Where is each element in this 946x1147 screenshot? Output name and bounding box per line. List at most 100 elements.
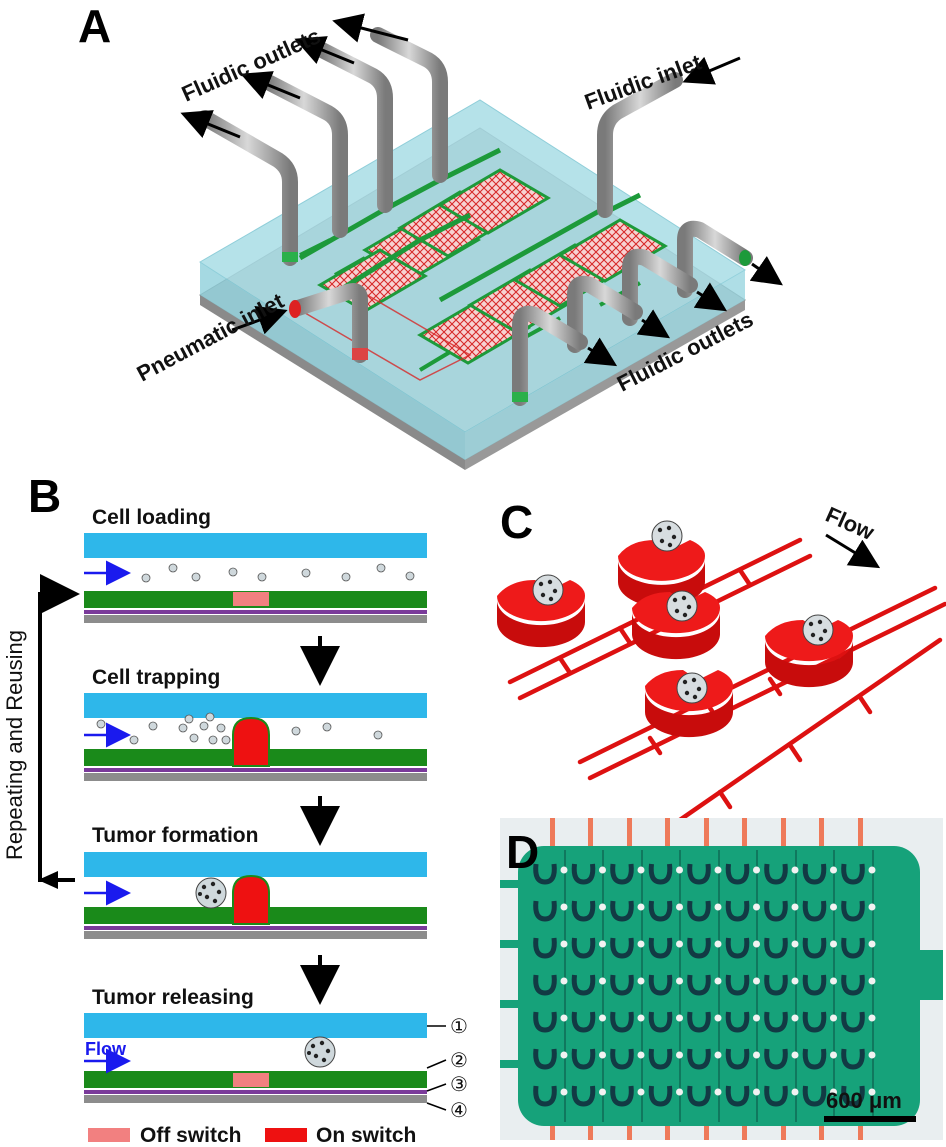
micro-trap	[533, 974, 557, 996]
micro-dot	[676, 866, 683, 874]
micro-dot	[791, 1051, 799, 1059]
micro-trap	[648, 1085, 673, 1107]
micro-trap	[802, 1085, 827, 1107]
micro-trap	[687, 900, 711, 922]
micro-dot	[637, 1051, 645, 1059]
micro-dot	[560, 1014, 568, 1022]
layer-callouts: ① ② ③ ④	[426, 1014, 468, 1122]
outlet-arrow	[693, 282, 728, 312]
pneumatic-arrow	[231, 306, 288, 335]
layer-number-3: ③	[450, 1072, 468, 1096]
micro-trap	[764, 1048, 788, 1070]
micro-trap	[725, 1048, 750, 1070]
step-title: Cell trapping	[92, 666, 220, 689]
micro-dot	[830, 866, 837, 874]
micro-dot	[637, 1088, 645, 1096]
trap	[645, 670, 734, 738]
micro-trap	[648, 863, 673, 885]
layer-number-4: ④	[450, 1098, 468, 1122]
micro-dot	[714, 940, 722, 948]
micro-trap	[687, 937, 711, 959]
micro-dot	[560, 977, 568, 985]
inlet-arrow	[682, 56, 741, 85]
trap	[765, 614, 854, 688]
micro-dot	[637, 977, 645, 985]
micro-trap	[610, 863, 634, 885]
legend-swatch-on	[265, 1128, 307, 1142]
micro-trap	[764, 937, 788, 959]
micro-trap	[571, 974, 596, 996]
micro-trap	[725, 937, 750, 959]
micro-trap	[610, 1085, 634, 1107]
outlet-arrow	[583, 337, 618, 367]
legend-off-label: Off switch	[140, 1124, 242, 1147]
micro-trap	[764, 974, 788, 996]
micro-trap	[571, 900, 596, 922]
micro-trap	[533, 1048, 557, 1070]
scale-bar-label: 600 μm	[826, 1088, 902, 1113]
micro-dot	[599, 940, 606, 948]
step-cell-loading: Cell loading	[84, 506, 427, 623]
panel-label-d: D	[506, 826, 539, 878]
micro-dot	[676, 940, 683, 948]
micro-dot	[676, 1051, 683, 1059]
repeat-loop-arrow	[38, 574, 80, 889]
micro-trap	[725, 863, 750, 885]
micro-dot	[830, 903, 837, 911]
micro-dot	[868, 940, 876, 948]
micro-trap	[610, 1011, 634, 1033]
micro-trap	[687, 1048, 711, 1070]
micro-dot	[791, 1014, 799, 1022]
micro-dot	[868, 977, 876, 985]
trap	[497, 574, 586, 648]
micro-dot	[560, 940, 568, 948]
micro-trap	[610, 937, 634, 959]
micro-trap	[802, 1048, 827, 1070]
micro-dot	[637, 903, 645, 911]
micro-dot	[599, 977, 606, 985]
micro-dot	[714, 1051, 722, 1059]
micro-dot	[676, 1014, 683, 1022]
micro-dot	[637, 866, 645, 874]
legend-on-label: On switch	[316, 1124, 416, 1147]
micro-dot	[560, 866, 568, 874]
micro-dot	[753, 903, 760, 911]
scale-bar	[824, 1116, 916, 1122]
micro-dot	[560, 1088, 568, 1096]
micro-trap	[802, 863, 827, 885]
micro-trap	[725, 1085, 750, 1107]
step-tumor-formation: Tumor formation	[84, 824, 427, 939]
micro-dot	[599, 903, 606, 911]
step-title: Tumor releasing	[92, 986, 254, 1009]
micro-dot	[599, 1014, 606, 1022]
micro-dot	[599, 1088, 606, 1096]
micro-dot	[714, 1014, 722, 1022]
micro-dot	[868, 1014, 876, 1022]
micro-dot	[791, 940, 799, 948]
micro-dot	[868, 1088, 876, 1096]
micro-dot	[791, 977, 799, 985]
legend: Off switch On switch	[88, 1124, 416, 1147]
micro-dot	[753, 1014, 760, 1022]
micro-trap	[802, 1011, 827, 1033]
micro-dot	[599, 1051, 606, 1059]
micro-trap	[648, 937, 673, 959]
micro-dot	[830, 977, 837, 985]
micro-trap	[687, 974, 711, 996]
micro-dot	[676, 903, 683, 911]
outlet-arrow	[240, 71, 301, 100]
micro-trap	[841, 974, 865, 996]
micro-trap	[648, 974, 673, 996]
step-title: Cell loading	[92, 506, 211, 529]
micro-dot	[830, 1088, 837, 1096]
micro-trap	[764, 863, 788, 885]
micro-trap	[610, 900, 634, 922]
micro-dot	[676, 977, 683, 985]
panel-label-c: C	[500, 496, 533, 548]
micro-trap	[725, 900, 750, 922]
micro-trap	[610, 974, 634, 996]
micro-dot	[830, 1014, 837, 1022]
micro-dot	[868, 866, 876, 874]
micro-trap	[687, 1011, 711, 1033]
